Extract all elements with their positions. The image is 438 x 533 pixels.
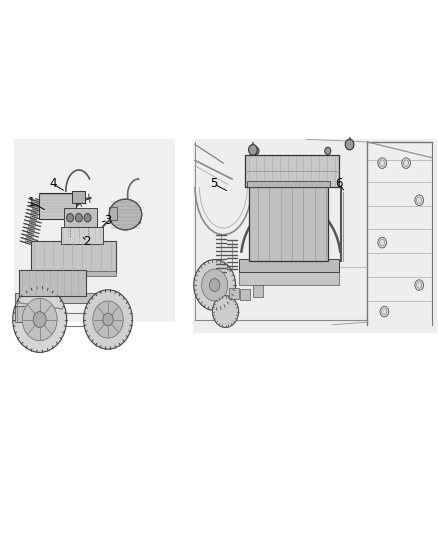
Bar [14,139,176,322]
Bar [19,270,86,296]
Bar [250,187,328,261]
Ellipse shape [109,199,142,230]
Circle shape [103,313,113,326]
Bar [110,207,117,220]
Circle shape [402,158,410,168]
Circle shape [84,214,91,222]
Bar [64,208,97,227]
Circle shape [378,158,387,168]
Bar [61,227,103,244]
Circle shape [75,214,82,222]
Bar [247,181,330,187]
Circle shape [194,260,236,311]
Bar [229,288,240,300]
Text: 4: 4 [49,177,57,190]
Bar [72,191,85,203]
Circle shape [325,147,331,155]
Circle shape [209,279,220,292]
Bar [31,241,116,272]
Bar [240,289,251,301]
Bar [239,270,339,285]
Bar [253,285,263,297]
Circle shape [249,144,257,155]
Circle shape [84,290,132,349]
Bar [39,193,76,219]
Circle shape [93,301,123,338]
Bar [247,260,330,266]
Text: 2: 2 [83,235,91,247]
Circle shape [201,269,228,301]
Circle shape [67,214,74,222]
Circle shape [415,195,424,206]
Circle shape [33,312,46,327]
Circle shape [253,147,259,155]
Circle shape [378,237,387,248]
Bar [15,306,34,322]
Circle shape [212,296,239,327]
Circle shape [345,139,354,150]
Bar [31,271,116,276]
Circle shape [415,280,424,290]
Text: 6: 6 [336,177,343,190]
Circle shape [13,287,67,352]
Text: 5: 5 [210,177,217,190]
Bar [193,139,437,333]
Bar [245,155,339,187]
Text: 1: 1 [27,196,35,209]
Text: 3: 3 [104,214,112,227]
Circle shape [22,298,57,341]
Bar [239,259,339,272]
Bar [15,293,102,303]
Circle shape [380,306,389,317]
